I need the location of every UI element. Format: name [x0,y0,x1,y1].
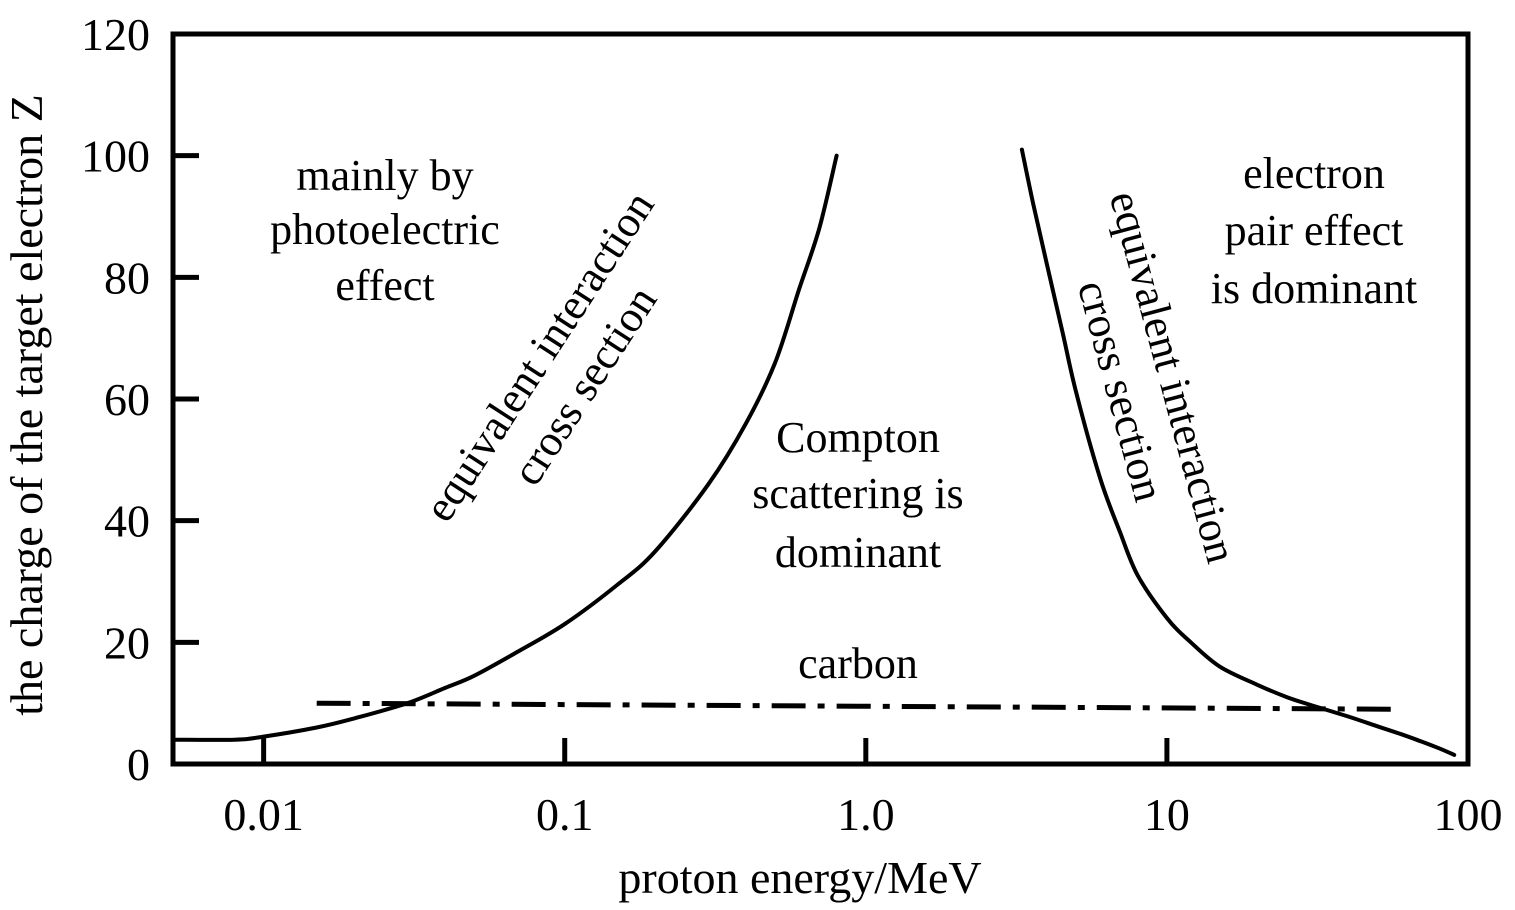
y-tick-label: 80 [104,252,150,303]
y-tick-label: 0 [127,739,150,790]
photoelectric-region-label: mainly by photoelectric effect [270,151,500,310]
y-tick-label: 40 [104,496,150,547]
left-boundary-curve [171,153,839,742]
pair-region-label: electron pair effect is dominant [1211,149,1418,313]
y-tick-label: 100 [81,131,150,182]
svg-text:electron: electron [1243,149,1385,198]
right-boundary-curve [1019,147,1457,757]
x-tick-label: 10 [1144,789,1190,840]
y-axis-ticks: 0 20 40 60 80 100 120 [81,9,199,790]
x-tick-label: 1.0 [837,789,895,840]
y-tick-label: 60 [104,374,150,425]
carbon-label: carbon [798,639,918,688]
y-axis-label: the charge of the target electron Z [1,94,52,716]
svg-text:photoelectric: photoelectric [270,205,500,254]
svg-text:pair effect: pair effect [1225,206,1404,255]
svg-text:Compton: Compton [776,413,940,462]
right-curve-label: equivalent interaction cross section [1068,186,1246,568]
x-tick-label: 100 [1434,789,1503,840]
x-axis-ticks: 0.01 0.1 1.0 10 100 [223,738,1503,840]
x-axis-label: proton energy/MeV [618,852,981,903]
y-tick-label: 120 [81,9,150,60]
svg-text:scattering is: scattering is [752,469,963,518]
svg-text:effect: effect [335,261,434,310]
x-tick-label: 0.01 [223,789,304,840]
carbon-dashdot-line [316,700,1402,712]
svg-text:is dominant: is dominant [1211,264,1418,313]
compton-region-label: Compton scattering is dominant [752,413,963,577]
svg-text:mainly by: mainly by [296,151,473,200]
series-layer [171,147,1457,757]
svg-text:dominant: dominant [775,528,941,577]
y-tick-label: 20 [104,617,150,668]
x-tick-label: 0.1 [536,789,594,840]
